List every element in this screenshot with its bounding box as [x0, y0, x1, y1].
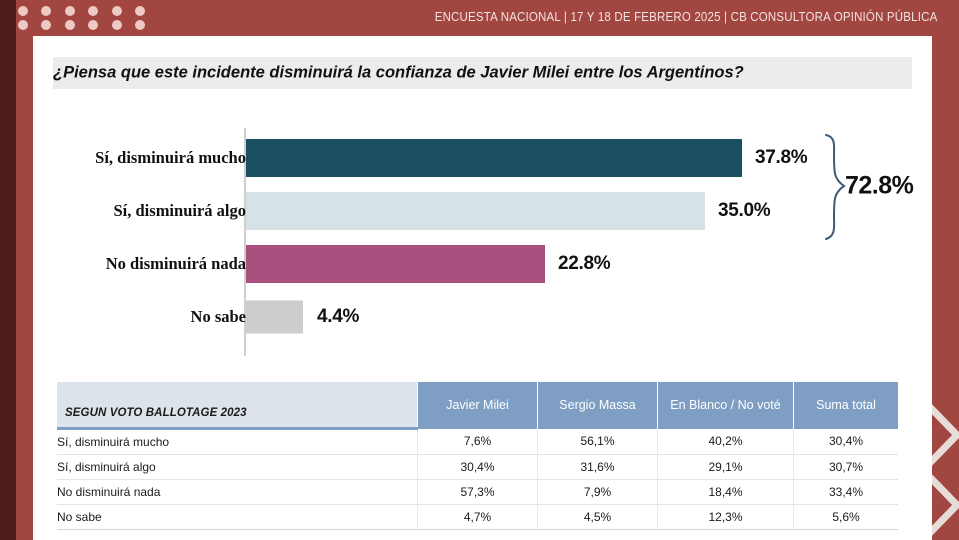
bar-chart: Sí, disminuirá mucho 37.8% Sí, disminuir… [33, 128, 932, 363]
dot-icon [64, 20, 75, 30]
bar-segment [246, 139, 742, 177]
bar-row: Sí, disminuirá algo 35.0% [33, 187, 932, 235]
dot-icon [88, 6, 99, 16]
table-column-header: Suma total [793, 382, 898, 429]
slide-white-card: ¿Piensa que este incidente disminuirá la… [33, 36, 932, 540]
bar-row: Sí, disminuirá mucho 37.8% [33, 134, 932, 182]
table-column-header: Sergio Massa [537, 382, 658, 429]
bar-category-label: No sabe [190, 307, 246, 326]
table-column-header: Javier Milei [417, 382, 538, 429]
chart-axis-line [244, 128, 246, 356]
table-row-label: Sí, disminuirá mucho [57, 428, 418, 455]
dot-icon [111, 20, 122, 30]
page-title: ¿Piensa que este incidente disminuirá la… [53, 63, 744, 82]
table-cell: 4,5% [537, 504, 658, 530]
table-column-header: En Blanco / No voté [657, 382, 794, 429]
table-cell: 30,4% [417, 454, 538, 480]
question-title-band [53, 57, 912, 89]
bar-segment [246, 245, 545, 283]
table-corner-label: SEGUN VOTO BALLOTAGE 2023 [65, 407, 247, 419]
bar-row: No sabe 4.4% [33, 293, 932, 341]
table-row-label: No disminuirá nada [57, 479, 418, 505]
bar-value-label: 4.4% [317, 306, 360, 327]
bar-value-label: 35.0% [718, 200, 771, 221]
crosstab-table: SEGUN VOTO BALLOTAGE 2023 Javier Milei S… [57, 382, 898, 530]
dot-icon [18, 6, 28, 16]
bar-value-label: 37.8% [755, 147, 808, 168]
table-cell: 30,4% [793, 428, 898, 455]
table-cell: 7,9% [537, 479, 658, 505]
top-header-band: ENCUESTA NACIONAL | 17 Y 18 DE FEBRERO 2… [0, 0, 959, 36]
bar-category-label: Sí, disminuirá mucho [95, 148, 246, 167]
bar-row: No disminuirá nada 22.8% [33, 240, 932, 288]
bar-category-label: Sí, disminuirá algo [113, 201, 247, 220]
table-row: Sí, disminuirá algo 30,4% 31,6% 29,1% 30… [57, 454, 898, 480]
table-corner-header: SEGUN VOTO BALLOTAGE 2023 [57, 382, 418, 430]
dot-icon [18, 20, 28, 30]
table-cell: 29,1% [657, 454, 794, 480]
table-cell: 57,3% [417, 479, 538, 505]
dot-icon [135, 6, 146, 16]
dot-icon [135, 20, 146, 30]
dot-row [18, 20, 154, 34]
dot-row [18, 6, 154, 20]
dot-icon [64, 6, 75, 16]
table-cell: 12,3% [657, 504, 794, 530]
table-cell: 7,6% [417, 428, 538, 455]
brace-icon [825, 134, 846, 240]
table-cell: 18,4% [657, 479, 794, 505]
table-cell: 56,1% [537, 428, 658, 455]
grouping-brace [820, 133, 854, 246]
table-row-label: Sí, disminuirá algo [57, 454, 418, 480]
table-cell: 30,7% [793, 454, 898, 480]
bar-segment [246, 300, 303, 334]
table-row-label: No sabe [57, 504, 418, 530]
bar-value-label: 22.8% [558, 253, 611, 274]
table-cell: 33,4% [793, 479, 898, 505]
table-header-row: SEGUN VOTO BALLOTAGE 2023 Javier Milei S… [57, 382, 898, 430]
table-cell: 5,6% [793, 504, 898, 530]
table-head: SEGUN VOTO BALLOTAGE 2023 Javier Milei S… [57, 382, 898, 430]
left-accent-strip [0, 0, 16, 540]
table-cell: 4,7% [417, 504, 538, 530]
table-row: No disminuirá nada 57,3% 7,9% 18,4% 33,4… [57, 479, 898, 505]
decorative-dots-grid [18, 6, 154, 34]
bar-category-label: No disminuirá nada [105, 254, 246, 273]
dot-icon [41, 6, 52, 16]
bar-segment [246, 192, 705, 230]
dot-icon [88, 20, 99, 30]
table-row: Sí, disminuirá mucho 7,6% 56,1% 40,2% 30… [57, 428, 898, 455]
table-cell: 31,6% [537, 454, 658, 480]
survey-credit-text: ENCUESTA NACIONAL | 17 Y 18 DE FEBRERO 2… [434, 10, 937, 24]
group-total-label: 72.8% [845, 171, 914, 200]
dot-icon [41, 20, 52, 30]
table-cell: 40,2% [657, 428, 794, 455]
dot-icon [111, 6, 122, 16]
table-body: Sí, disminuirá mucho 7,6% 56,1% 40,2% 30… [57, 428, 898, 530]
table-row: No sabe 4,7% 4,5% 12,3% 5,6% [57, 504, 898, 530]
